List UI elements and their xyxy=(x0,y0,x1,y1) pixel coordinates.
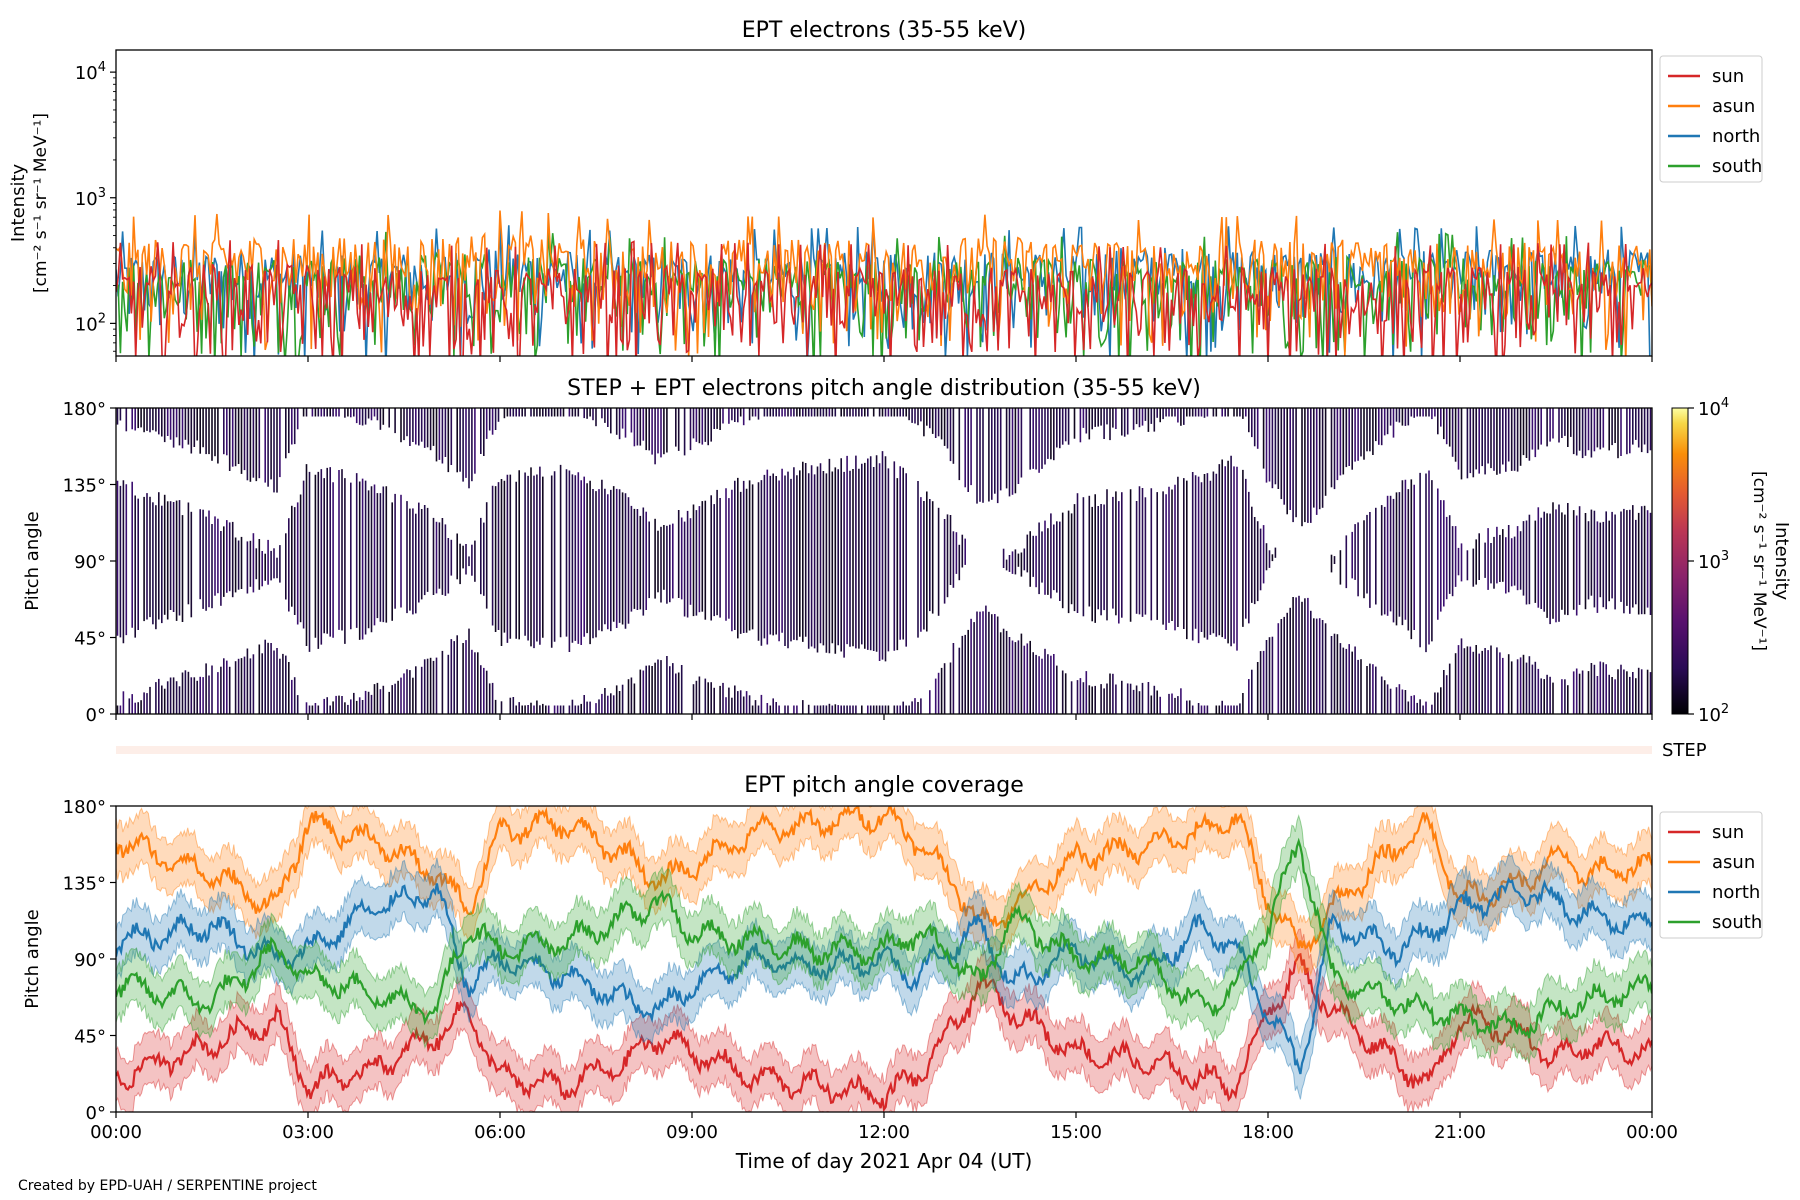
step-band: STEP xyxy=(116,740,1707,761)
y-tick-label: 90° xyxy=(74,950,106,971)
coverage-series-group xyxy=(116,806,1652,1112)
x-tick-label: 03:00 xyxy=(282,1122,334,1143)
x-tick-label: 12:00 xyxy=(858,1122,910,1143)
coverage-band-asun xyxy=(116,806,1652,977)
legend-frame xyxy=(1659,55,1763,183)
coverage-line-asun xyxy=(116,806,1652,954)
coverage-y-ticks: 0° 45° 90° 135° 180° xyxy=(63,797,116,1124)
x-tick-label: 09:00 xyxy=(666,1122,718,1143)
colorbar-label: Intensity xyxy=(1771,522,1792,601)
coverage-band-north xyxy=(116,852,1652,1100)
coverage-x-ticks: 00:00 03:00 06:00 09:00 12:00 15:00 18:00 21:00… xyxy=(90,1112,1678,1143)
y-tick-label: 180° xyxy=(63,399,106,420)
coverage-title: EPT pitch angle coverage xyxy=(744,773,1024,798)
y-tick-label: 103 xyxy=(75,186,106,210)
y-tick-label: 180° xyxy=(63,797,106,818)
pad-axes-frame xyxy=(115,407,1653,715)
legend-label-north: north xyxy=(1712,882,1760,903)
x-tick-label: 21:00 xyxy=(1434,1122,1486,1143)
colorbar-tick-label: 102 xyxy=(1698,702,1729,726)
intensity-title: EPT electrons (35-55 keV) xyxy=(742,18,1027,43)
colorbar-ticks: 102 103 104 xyxy=(1688,396,1729,726)
pad-panel: STEP + EPT electrons pitch angle distrib… xyxy=(22,376,1792,726)
legend-label-asun: asun xyxy=(1712,852,1755,873)
y-tick-label: 104 xyxy=(75,60,106,84)
legend-label-asun: asun xyxy=(1712,96,1755,117)
intensity-series-group xyxy=(116,210,1652,356)
pad-heatmap xyxy=(116,408,1652,714)
colorbar-unit: [cm⁻² s⁻¹ sr⁻¹ MeV⁻¹] xyxy=(1749,471,1769,651)
y-tick-label: 90° xyxy=(74,552,106,573)
coverage-line-sun xyxy=(116,952,1652,1112)
intensity-y-ticks: 102 103 104 xyxy=(75,60,116,352)
footer-credit: Created by EPD-UAH / SERPENTINE project xyxy=(18,1178,317,1194)
legend-label-sun: sun xyxy=(1712,66,1744,87)
x-tick-label: 18:00 xyxy=(1242,1122,1294,1143)
colorbar-tick-label: 104 xyxy=(1698,396,1729,420)
legend-label-south: south xyxy=(1712,912,1762,933)
y-tick-label: 45° xyxy=(74,629,106,650)
colorbar xyxy=(1671,407,1689,715)
coverage-band-sun xyxy=(116,928,1652,1112)
x-tick-label: 15:00 xyxy=(1050,1122,1102,1143)
intensity-yunit: [cm⁻² s⁻¹ sr⁻¹ MeV⁻¹] xyxy=(31,113,51,293)
intensity-x-ticks xyxy=(115,356,1653,362)
legend-label-sun: sun xyxy=(1712,822,1744,843)
y-tick-label: 0° xyxy=(86,705,106,726)
y-tick-label: 135° xyxy=(63,874,106,895)
x-axis-label: Time of day 2021 Apr 04 (UT) xyxy=(735,1149,1033,1173)
intensity-panel: EPT electrons (35-55 keV) 102 103 104 Inte… xyxy=(8,18,1763,362)
legend-label-south: south xyxy=(1712,156,1762,177)
coverage-band-south xyxy=(116,814,1652,1064)
y-tick-label: 45° xyxy=(74,1027,106,1048)
coverage-panel: EPT pitch angle coverage 0° 45° 90° 135° 180… xyxy=(22,773,1763,1173)
y-tick-label: 0° xyxy=(86,1103,106,1124)
step-coverage-bar xyxy=(116,746,1652,754)
coverage-ylabel: Pitch angle xyxy=(22,909,43,1008)
intensity-line-sun xyxy=(116,240,1652,356)
y-tick-label: 102 xyxy=(75,311,106,335)
x-tick-label: 06:00 xyxy=(474,1122,526,1143)
intensity-ylabel: Intensity xyxy=(8,163,29,242)
coverage-legend: sun asun north south xyxy=(1659,811,1763,939)
pad-ylabel: Pitch angle xyxy=(22,511,43,610)
pad-y-ticks: 0° 45° 90° 135° 180° xyxy=(63,399,116,726)
coverage-line-north xyxy=(116,877,1652,1075)
colorbar-tick-label: 103 xyxy=(1698,549,1729,573)
pad-title: STEP + EPT electrons pitch angle distrib… xyxy=(567,376,1201,401)
x-tick-label: 00:00 xyxy=(90,1122,142,1143)
y-tick-label: 135° xyxy=(63,476,106,497)
intensity-legend: sun asun north south xyxy=(1659,55,1763,183)
pad-x-ticks xyxy=(115,714,1653,720)
step-label: STEP xyxy=(1662,740,1707,761)
legend-label-north: north xyxy=(1712,126,1760,147)
legend-frame xyxy=(1659,811,1763,939)
x-tick-label: 00:00 xyxy=(1626,1122,1678,1143)
coverage-line-south xyxy=(116,837,1652,1039)
